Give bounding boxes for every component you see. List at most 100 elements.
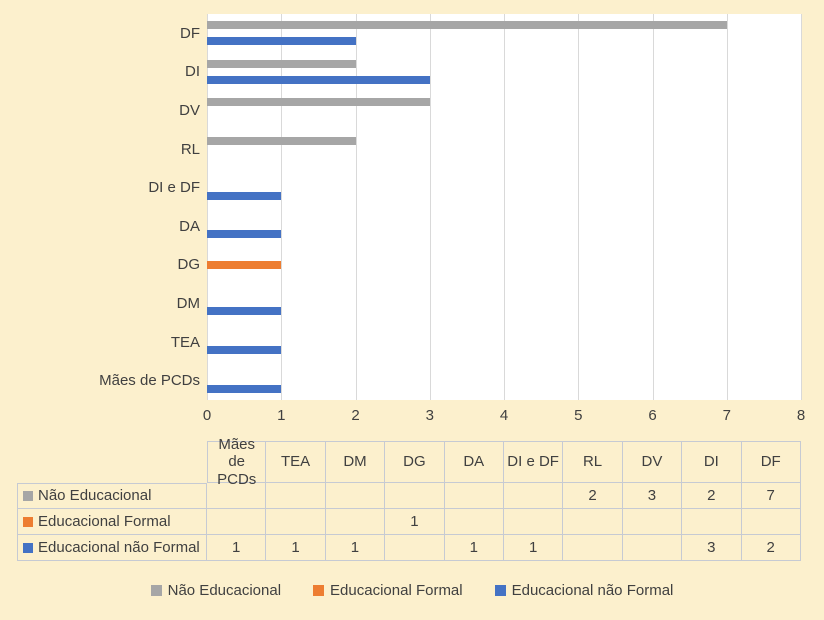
x-axis-tick-label: 7 bbox=[722, 407, 731, 424]
x-axis-tick-label: 5 bbox=[574, 407, 583, 424]
bar-educacional-nao-formal bbox=[207, 230, 282, 239]
category-band-dg bbox=[207, 246, 801, 285]
gridline bbox=[801, 14, 802, 400]
x-axis-tick-label: 3 bbox=[425, 407, 434, 424]
legend-key-square bbox=[23, 542, 33, 553]
legend-item-educacional-nao-formal: Educacional não Formal bbox=[494, 582, 674, 599]
table-value-cell bbox=[622, 509, 683, 535]
table-value-cell bbox=[622, 535, 683, 561]
table-header-cell: DA bbox=[444, 441, 504, 483]
legend-item-educacional-formal: Educacional Formal bbox=[313, 582, 463, 599]
table-header-cell: Mães de PCDs bbox=[207, 436, 267, 488]
x-axis-tick-label: 2 bbox=[351, 407, 360, 424]
table-value-cell: 1 bbox=[266, 535, 326, 561]
table-value-cell bbox=[563, 535, 623, 561]
y-axis-category-labels: DF DI DV RL DI e DF DA DG DM TEA Mães de PCDs bbox=[0, 14, 200, 400]
bar-nao-educacional bbox=[207, 59, 356, 68]
table-row-label: Não Educacional bbox=[17, 483, 207, 509]
y-axis-category-label: TEA bbox=[170, 333, 200, 351]
y-axis-category-label: Mães de PCDs bbox=[99, 372, 200, 390]
category-band-maes-de-pcds bbox=[207, 361, 801, 400]
bar-educacional-formal bbox=[207, 260, 282, 269]
table-value-cell bbox=[266, 483, 326, 509]
category-band-tea bbox=[207, 323, 801, 362]
y-axis-category-label: DA bbox=[179, 217, 200, 235]
category-band-dv bbox=[207, 91, 801, 130]
category-band-dm bbox=[207, 284, 801, 323]
table-value-cell bbox=[385, 483, 445, 509]
category-band-di-e-df bbox=[207, 168, 801, 207]
gridline bbox=[355, 14, 357, 400]
bar-nao-educacional bbox=[207, 137, 356, 146]
x-axis-tick-label: 6 bbox=[648, 407, 657, 424]
category-band-rl bbox=[207, 130, 801, 169]
table-value-cell bbox=[207, 483, 267, 509]
legend-label: Educacional não Formal bbox=[511, 582, 674, 599]
data-table: Mães de PCDs TEA DM DG DA DI e DF RL DV DI DF Não … bbox=[17, 436, 801, 561]
x-axis-tick-label: 0 bbox=[202, 407, 212, 424]
table-value-cell bbox=[444, 509, 504, 535]
legend-swatch bbox=[150, 585, 162, 596]
category-band-di bbox=[207, 53, 801, 92]
table-value-cell bbox=[207, 509, 267, 535]
bar-educacional-nao-formal bbox=[207, 37, 356, 46]
gridline bbox=[578, 14, 580, 400]
table-row-label-text: Educacional não Formal bbox=[38, 538, 200, 556]
table-row-label: Educacional Formal bbox=[17, 509, 207, 535]
table-header-cell: DV bbox=[622, 441, 683, 483]
legend-label: Educacional Formal bbox=[330, 582, 463, 599]
table-value-cell bbox=[444, 483, 504, 509]
gridline bbox=[207, 14, 208, 400]
y-axis-category-label: DG bbox=[177, 256, 201, 274]
legend-label: Não Educacional bbox=[167, 582, 282, 599]
table-value-cell: 1 bbox=[207, 535, 267, 561]
gridline bbox=[504, 14, 505, 400]
bar-nao-educacional bbox=[207, 98, 430, 107]
legend-key-square bbox=[23, 491, 33, 501]
y-axis-category-label: RL bbox=[180, 140, 200, 158]
table-value-cell bbox=[563, 509, 623, 535]
y-axis-category-label: DV bbox=[179, 101, 200, 119]
table-header-cell: RL bbox=[563, 441, 623, 483]
table-header-cell: DI bbox=[682, 441, 742, 483]
table-header-cell: DG bbox=[385, 441, 445, 483]
table-value-cell: 3 bbox=[622, 483, 683, 509]
table-value-cell: 1 bbox=[503, 535, 564, 561]
bar-educacional-nao-formal bbox=[207, 191, 282, 200]
table-value-cell bbox=[503, 483, 564, 509]
table-value-cell: 2 bbox=[741, 535, 801, 561]
table-header-cell: TEA bbox=[266, 441, 326, 483]
bar-educacional-nao-formal bbox=[207, 307, 282, 316]
y-axis-category-label: DI bbox=[185, 63, 200, 81]
bar-educacional-nao-formal bbox=[207, 346, 282, 355]
table-value-cell bbox=[325, 509, 386, 535]
table-value-cell bbox=[741, 509, 801, 535]
category-band-da bbox=[207, 207, 801, 246]
legend-swatch bbox=[313, 585, 325, 596]
legend: Não Educacional Educacional Formal Educaci… bbox=[0, 582, 824, 599]
table-value-cell: 1 bbox=[325, 535, 386, 561]
gridline bbox=[652, 14, 654, 400]
table-value-cell bbox=[385, 535, 445, 561]
table-header-cell: DI e DF bbox=[503, 441, 564, 483]
plot-area bbox=[207, 14, 802, 400]
bar-educacional-nao-formal bbox=[207, 384, 282, 393]
table-value-cell bbox=[325, 483, 386, 509]
y-axis-category-label: DI e DF bbox=[148, 179, 200, 197]
gridline bbox=[281, 14, 283, 400]
bar-educacional-nao-formal bbox=[207, 75, 430, 84]
table-header-cell: DF bbox=[741, 441, 801, 483]
bar-nao-educacional bbox=[207, 21, 727, 30]
gridline bbox=[429, 14, 431, 400]
y-axis-category-label: DM bbox=[176, 294, 200, 312]
table-value-cell: 2 bbox=[682, 483, 742, 509]
table-header-cell: DM bbox=[325, 441, 386, 483]
table-value-cell: 3 bbox=[682, 535, 742, 561]
legend-item-nao-educacional: Não Educacional bbox=[150, 582, 282, 599]
legend-key-square bbox=[23, 516, 33, 527]
x-axis-tick-label: 1 bbox=[277, 407, 286, 424]
gridline bbox=[726, 14, 728, 400]
table-value-cell: 2 bbox=[563, 483, 623, 509]
table-value-cell: 1 bbox=[385, 509, 445, 535]
